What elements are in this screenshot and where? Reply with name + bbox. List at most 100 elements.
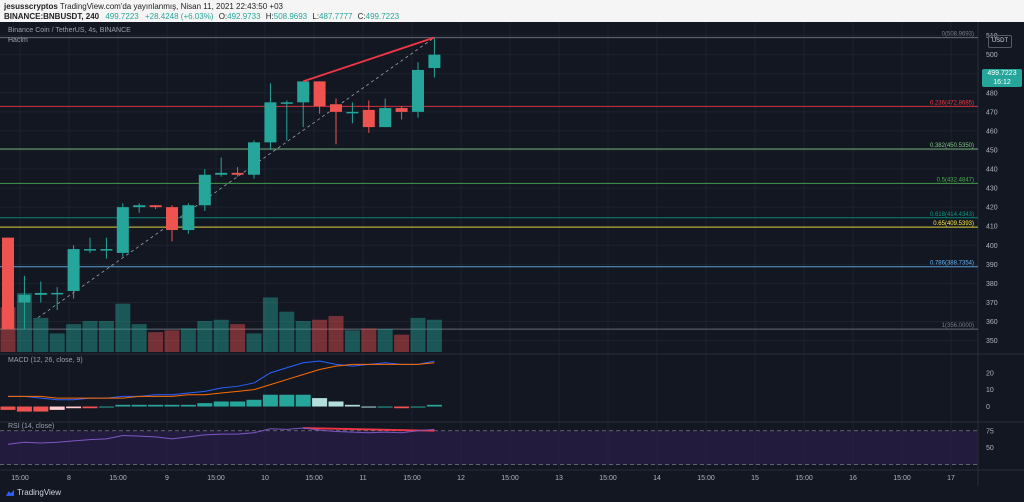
time-axis-label: 15:00 — [893, 475, 911, 482]
candle-body — [84, 249, 96, 251]
open-value: 492.9733 — [227, 12, 261, 21]
volume-bar — [377, 329, 393, 352]
chart-canvas[interactable]: 0(508.9693) 0.236(472.8685) 0.382(450.5350… — [0, 22, 1024, 486]
macd-histogram-bar — [49, 406, 65, 410]
open-label: O: — [218, 12, 228, 21]
time-axis-label: 13 — [555, 475, 563, 482]
candle-body — [166, 207, 178, 231]
volume-bar — [279, 311, 295, 352]
fib-level-label: 0.5(432.4847) — [937, 177, 974, 183]
candle-body — [198, 174, 211, 206]
price-tag-value: 499.7223 — [987, 70, 1017, 77]
macd-histogram-bar — [279, 394, 295, 407]
price-axis-tick: 420 — [986, 205, 998, 212]
close-label: C: — [357, 12, 366, 21]
volume-bar — [115, 303, 131, 352]
macd-histogram-bar — [33, 406, 49, 412]
volume-bar — [262, 297, 278, 352]
divergence-line-price — [302, 36, 435, 83]
high-value: 508.9693 — [273, 12, 308, 21]
close-value: 499.7223 — [365, 12, 400, 21]
high-label: H: — [265, 12, 274, 21]
footer: TradingView — [0, 486, 1024, 502]
candle-body — [264, 102, 277, 143]
candle-body — [100, 249, 113, 251]
macd-histogram-bar — [312, 398, 328, 407]
time-axis-label: 16 — [849, 475, 857, 482]
tradingview-logo-icon — [6, 489, 14, 496]
candle-body — [412, 69, 424, 112]
volume-title: Hacim — [8, 37, 28, 44]
macd-histogram-bar — [0, 406, 16, 410]
macd-axis-tick: 0 — [986, 404, 990, 411]
price-axis-tick: 500 — [986, 52, 998, 59]
price-axis-tick: 390 — [986, 262, 998, 269]
macd-line — [8, 360, 435, 401]
macd-histogram-bar — [394, 406, 410, 409]
time-axis-label: 15:00 — [795, 475, 813, 482]
macd-histogram-bar — [82, 406, 98, 409]
price-axis-tick: 460 — [986, 128, 998, 135]
macd-histogram-bar — [328, 401, 344, 407]
volume-bar — [49, 333, 65, 352]
time-axis-label: 15:00 — [403, 475, 421, 482]
price-axis-tick: 350 — [986, 338, 998, 345]
time-axis-label: 15:00 — [697, 475, 715, 482]
low-label: L: — [312, 12, 320, 21]
volume-bar — [180, 328, 196, 352]
volume-bar — [410, 317, 426, 352]
macd-histogram-bar — [115, 404, 131, 407]
volume-bar — [230, 324, 246, 352]
macd-title: MACD (12, 26, close, 9) — [8, 357, 83, 364]
signal-line — [8, 362, 435, 399]
candle-body — [248, 142, 260, 175]
currency-button[interactable]: USDT — [988, 35, 1012, 48]
candle-body — [395, 108, 408, 112]
candle-body — [297, 81, 310, 103]
volume-bar — [328, 316, 344, 352]
ohlc-line: BINANCE:BNBUSDT, 240 499.7223 +28.4248 (… — [4, 12, 399, 21]
fib-level-label: 0.382(450.5350) — [930, 143, 974, 149]
macd-histogram-bar — [16, 406, 32, 412]
tradingview-logo[interactable]: TradingView — [6, 488, 61, 497]
publisher-name[interactable]: jesusscryptos — [4, 2, 58, 11]
last-price-tag: 499.7223 16:12 — [982, 69, 1022, 87]
macd-axis-tick: 10 — [986, 387, 994, 394]
time-axis-label: 15:00 — [599, 475, 617, 482]
candle-body — [346, 111, 359, 114]
price-axis-tick: 510 — [986, 33, 998, 40]
symbol-label: BINANCE:BNBUSDT, 240 — [4, 12, 100, 21]
candle-body — [428, 54, 441, 69]
macd-histogram-bar — [197, 403, 213, 407]
fib-level-label: 0(508.9693) — [942, 32, 974, 38]
time-axis-label: 15:00 — [305, 475, 323, 482]
price-axis-tick: 360 — [986, 319, 998, 326]
macd-histogram-bar — [98, 406, 114, 408]
candle-body — [116, 207, 129, 253]
volume-bar — [148, 332, 164, 352]
macd-histogram-bar — [361, 406, 377, 408]
time-axis-label: 15 — [751, 475, 759, 482]
volume-bar — [295, 321, 311, 352]
divergence-line-rsi — [303, 427, 435, 432]
candle-body — [379, 108, 392, 128]
candle-body — [362, 109, 375, 128]
candle-body — [231, 172, 244, 175]
price-change: +28.4248 (+6.03%) — [144, 12, 214, 21]
candle-body — [67, 249, 80, 292]
macd-histogram-bar — [164, 404, 180, 407]
macd-histogram-bar — [66, 406, 82, 409]
last-price: 499.7223 — [105, 12, 139, 21]
candle-body — [18, 294, 31, 303]
trend-line-dashed — [37, 37, 435, 319]
time-axis-label: 12 — [457, 475, 465, 482]
candle-body — [34, 292, 47, 295]
fib-level-label: 0.65(409.5393) — [933, 221, 974, 227]
fib-level-label: 0.786(388.7354) — [930, 261, 974, 267]
macd-histogram-bar — [180, 404, 196, 407]
low-value: 487.7777 — [319, 12, 353, 21]
chart-header: jesusscryptos TradingView.com'da yayınla… — [0, 0, 1024, 22]
macd-histogram-bar — [344, 404, 360, 407]
time-axis-label: 15:00 — [109, 475, 127, 482]
candle-body — [133, 205, 146, 208]
